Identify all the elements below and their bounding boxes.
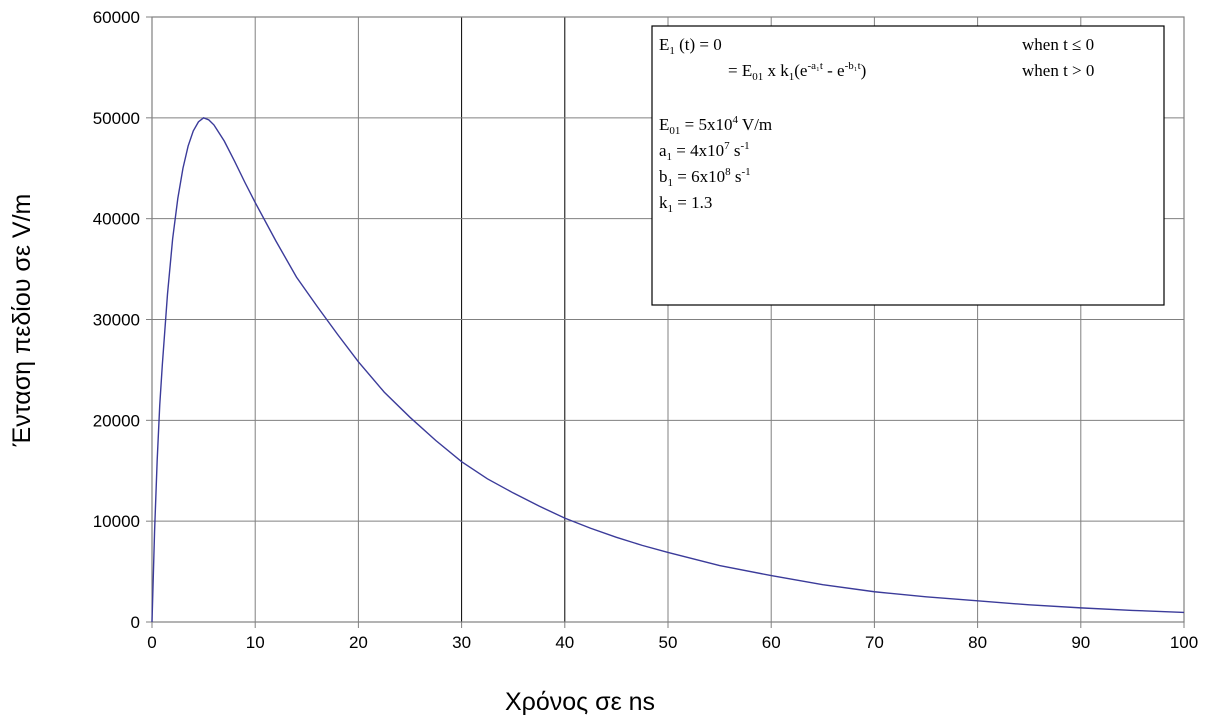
x-tick-label: 20 (349, 633, 368, 652)
legend-line1: E1 (t) = 0 (659, 35, 722, 57)
legend-line2-condition: when t > 0 (1022, 61, 1094, 80)
x-tick-label: 90 (1071, 633, 1090, 652)
plot-frame (151, 16, 1185, 623)
y-tick-label: 0 (131, 613, 140, 632)
legend-param-b1: b1 = 6x108 s-1 (659, 166, 751, 189)
legend-box: E1 (t) = 0 when t ≤ 0 = E01 x k1(e-a₁t -… (651, 25, 1165, 306)
y-tick-label: 50000 (93, 109, 140, 128)
x-tick-label: 0 (147, 633, 156, 652)
x-tick-label: 100 (1170, 633, 1198, 652)
legend-line2: = E01 x k1(e-a₁t - e-b₁t) (728, 60, 866, 83)
legend-param-e01: E01 = 5x104 V/m (659, 114, 772, 137)
y-tick-label: 60000 (93, 8, 140, 27)
legend-param-a1: a1 = 4x107 s-1 (659, 140, 750, 163)
y-tick-label: 10000 (93, 512, 140, 531)
x-tick-label: 10 (246, 633, 265, 652)
x-tick-label: 40 (555, 633, 574, 652)
legend-param-k1: k1 = 1.3 (659, 193, 712, 215)
x-tick-label: 50 (659, 633, 678, 652)
legend-line1-condition: when t ≤ 0 (1022, 35, 1094, 54)
series-line (151, 117, 1185, 623)
y-tick-label: 30000 (93, 311, 140, 330)
x-tick-label: 60 (762, 633, 781, 652)
y-tick-label: 40000 (93, 210, 140, 229)
y-tick-label: 20000 (93, 411, 140, 430)
x-tick-label: 30 (452, 633, 471, 652)
tick-labels: 0 10 20 30 40 50 60 70 80 90 100 0 10000 20000 30000 40… (93, 8, 1198, 652)
x-tick-label: 70 (865, 633, 884, 652)
y-axis-title: Ένταση πεδίου σε V/m (8, 194, 36, 448)
x-axis-title: Χρόνος σε ns (505, 688, 655, 716)
x-tick-label: 80 (968, 633, 987, 652)
